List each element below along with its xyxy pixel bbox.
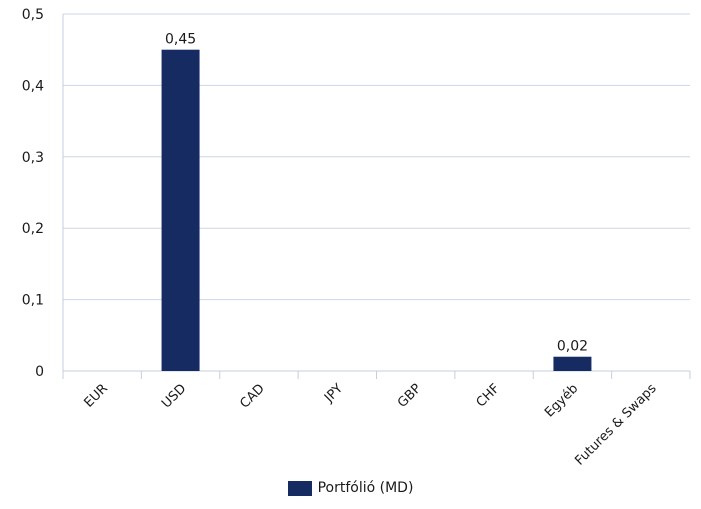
- bar: [161, 49, 200, 371]
- legend-label: Portfólió (MD): [317, 480, 414, 496]
- x-tick-label: CAD: [237, 381, 267, 411]
- legend-swatch: [287, 480, 312, 496]
- x-tick-label: Egyéb: [542, 381, 581, 420]
- y-tick-label: 0,4: [22, 78, 44, 94]
- y-tick-label: 0: [35, 364, 44, 380]
- y-tick-label: 0,2: [22, 221, 44, 237]
- x-tick-label: Futures & Swaps: [572, 381, 659, 468]
- x-tick-label: GBP: [395, 381, 425, 411]
- bar: [553, 356, 592, 371]
- legend: Portfólió (MD): [0, 480, 701, 496]
- data-label: 0,02: [557, 339, 588, 355]
- x-tick-label: USD: [159, 381, 189, 411]
- x-tick-label: JPY: [321, 381, 346, 406]
- y-tick-label: 0,5: [22, 7, 44, 23]
- x-tick-label: EUR: [81, 381, 111, 411]
- y-tick-label: 0,3: [22, 150, 44, 166]
- x-tick-label: CHF: [474, 381, 503, 410]
- data-label: 0,45: [165, 32, 196, 48]
- y-tick-label: 0,1: [22, 293, 44, 309]
